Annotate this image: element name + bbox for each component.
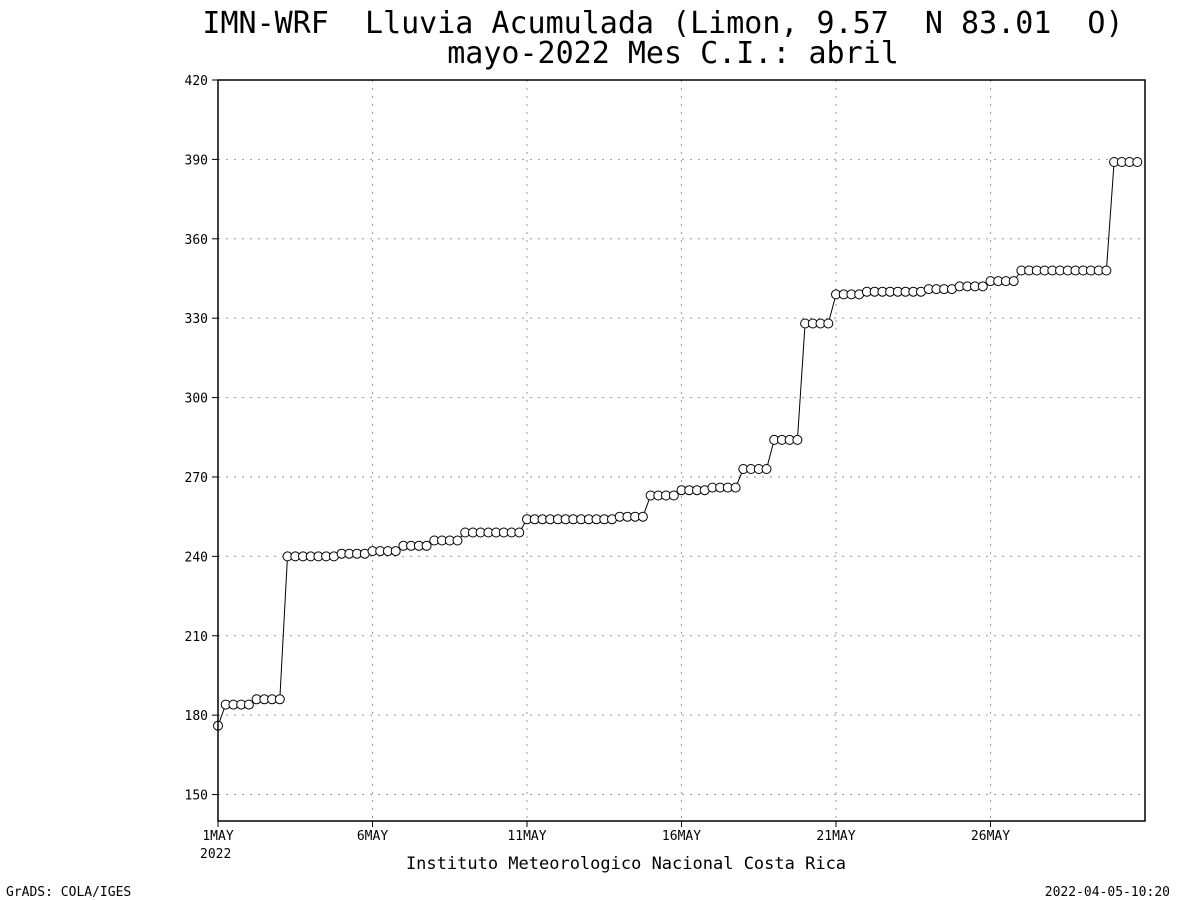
x-tick-label: 26MAY [971,829,1010,844]
y-tick-label: 270 [185,471,208,486]
x-tick-label: 21MAY [816,829,855,844]
y-tick-label: 240 [185,550,208,565]
x-tick-label: 16MAY [662,829,701,844]
footer-left: GrADS: COLA/IGES [6,885,131,900]
data-point [243,699,254,710]
series-line [217,161,1138,726]
data-point [823,318,834,329]
y-tick-label: 210 [185,630,208,645]
y-tick-label: 150 [185,789,208,804]
data-point [452,535,463,546]
data-point [637,511,648,522]
series-accumulated-rain [213,157,1143,731]
y-axis-ticks: 150 180 210 240 270 300 330 360 390 420 [185,74,218,804]
data-point [1132,157,1143,167]
data-point [1008,276,1019,287]
y-tick-label: 330 [185,312,208,327]
y-tick-label: 180 [185,709,208,724]
y-tick-label: 390 [185,153,208,168]
data-point [1101,265,1112,276]
data-point [761,464,772,474]
data-point [730,482,741,493]
x-tick-label: 1MAY [202,829,233,844]
y-tick-label: 360 [185,233,208,248]
x-tick-label: 6MAY [357,829,388,844]
data-point [421,540,432,551]
x-axis-ticks: 1MAY 6MAY 11MAY 16MAY 21MAY 26MAY [202,821,1010,844]
chart-subtitle: mayo-2022 Mes C.I.: abril [447,36,899,71]
chart-title: IMN-WRF Lluvia Acumulada (Limon, 9.57 N … [202,6,1123,41]
data-point [668,490,679,501]
y-tick-label: 300 [185,392,208,407]
footer-right: 2022-04-05-10:20 [1045,885,1170,900]
x-axis-year-label: 2022 [200,847,231,862]
data-point [274,694,285,705]
data-point [977,281,988,292]
data-point [514,527,525,538]
grid-lines [218,80,1145,821]
data-point [390,546,401,557]
y-tick-label: 420 [185,74,208,89]
x-axis-label: Instituto Meteorologico Nacional Costa R… [406,854,846,874]
data-point [792,434,803,445]
plot-frame [217,79,1146,822]
x-tick-label: 11MAY [507,829,546,844]
